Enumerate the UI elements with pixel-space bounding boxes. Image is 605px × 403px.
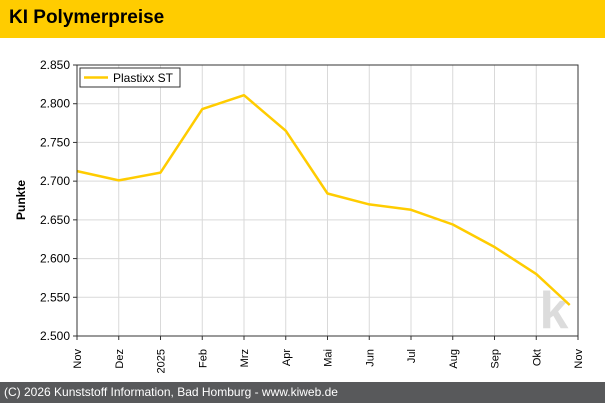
x-tick-label: Mrz xyxy=(239,349,251,367)
x-tick-label: Jul xyxy=(406,349,418,363)
y-tick-label: 2.750 xyxy=(40,135,70,149)
legend: Plastixx ST xyxy=(79,67,181,88)
x-tick-label: Jun xyxy=(364,349,376,367)
x-tick-label: Nov xyxy=(72,349,84,369)
x-tick-label: Feb xyxy=(197,349,209,368)
y-tick-label: 2.700 xyxy=(40,174,70,188)
x-tick-label: Okt xyxy=(531,349,543,366)
y-tick-label: 2.600 xyxy=(40,252,70,266)
y-axis-label: Punkte xyxy=(14,180,28,220)
legend-label: Plastixx ST xyxy=(113,71,174,85)
x-tick-label: Dez xyxy=(114,349,126,369)
x-tick-label: Apr xyxy=(281,349,293,366)
header-bar: KI Polymerpreise xyxy=(0,0,605,38)
line-chart: k 2.5002.5502.6002.6502.7002.7502.8002.8… xyxy=(14,58,585,373)
y-tick-label: 2.500 xyxy=(40,329,70,343)
y-tick-label: 2.850 xyxy=(40,58,70,72)
legend-box xyxy=(79,67,181,88)
copyright-text: (C) 2026 Kunststoff Information, Bad Hom… xyxy=(4,385,338,399)
x-tick-label: 2025 xyxy=(156,349,168,373)
y-tick-label: 2.650 xyxy=(40,213,70,227)
y-axis-ticks: 2.500 2.550 2.600 2.650 2.700 2.750 2.800 2.850 xyxy=(40,58,77,343)
footer-bar: (C) 2026 Kunststoff Information, Bad Hom… xyxy=(0,382,605,403)
y-tick-label: 2.800 xyxy=(40,97,70,111)
x-axis-ticks: Nov Dez 2025 Feb Mrz Apr Mai Jun Jul Aug Sep Okt Nov xyxy=(72,336,585,373)
y-tick-label: 2.550 xyxy=(40,290,70,304)
x-tick-label: Sep xyxy=(490,349,502,369)
x-tick-label: Mai xyxy=(323,349,335,367)
series-layer xyxy=(76,93,571,306)
series-line-plastixx-st xyxy=(76,93,571,306)
page-title: KI Polymerpreise xyxy=(9,7,165,28)
x-tick-label: Aug xyxy=(448,349,460,369)
x-tick-label: Nov xyxy=(573,349,585,369)
